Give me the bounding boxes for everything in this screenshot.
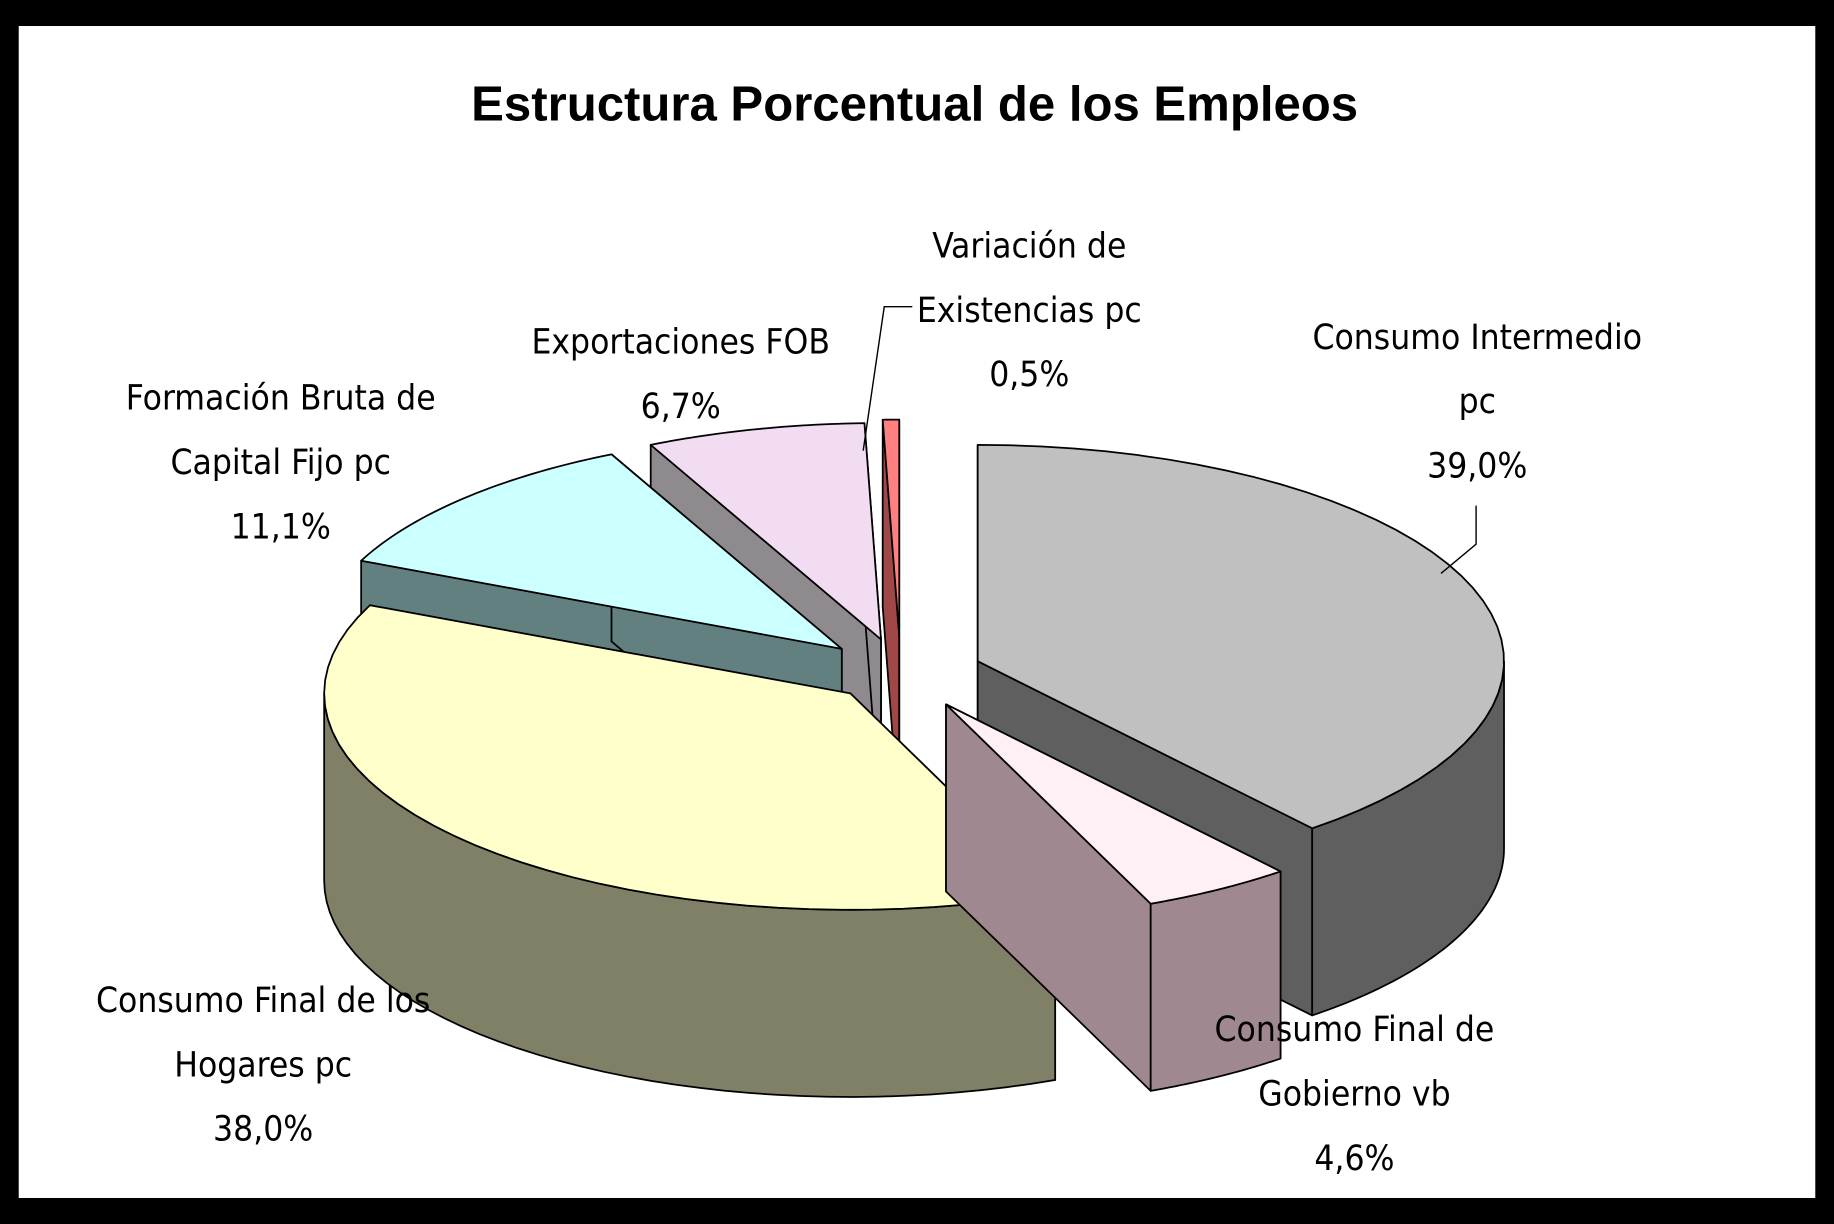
data-label-2: Consumo Final de los Hogares pc 38,0%: [96, 980, 430, 1150]
slice-label-text: Consumo Intermedio: [1312, 317, 1642, 358]
slice-label-text: Formación Bruta de: [126, 378, 436, 419]
slice-consumo-final-de: [945, 703, 1282, 1092]
slice-value-label: 38,0%: [213, 1109, 313, 1150]
slice-top: [881, 418, 901, 637]
slice-value-label: 6,7%: [641, 386, 721, 427]
slice-variaci-n-de: [881, 418, 901, 825]
slice-label-text: Gobierno vb: [1258, 1074, 1450, 1115]
data-label-4: Exportaciones FOB 6,7%: [531, 322, 830, 427]
slice-top: [323, 604, 1057, 911]
slice-label-text: Consumo Final de: [1215, 1009, 1495, 1050]
slice-label-text: Variación de: [932, 226, 1126, 267]
slice-top: [360, 453, 843, 650]
slice-label-text: Capital Fijo pc: [170, 442, 391, 483]
slice-value-label: 4,6%: [1314, 1138, 1394, 1179]
slice-value-label: 0,5%: [989, 354, 1069, 395]
slice-value-label: 39,0%: [1427, 445, 1527, 486]
leader-line-variacion: [862, 306, 913, 451]
slice-top: [945, 703, 1282, 905]
slice-label-text: pc: [1459, 381, 1496, 422]
slice-label-text: Consumo Final de los: [96, 980, 430, 1021]
slice-label-text: Hogares pc: [174, 1044, 352, 1085]
data-label-1: Consumo Final de Gobierno vb 4,6%: [1215, 1009, 1495, 1179]
slice-value-label: 11,1%: [231, 506, 331, 547]
data-label-5: Variación de Existencias pc 0,5%: [917, 226, 1142, 396]
data-label-0: Consumo Intermedio pc 39,0%: [1312, 317, 1642, 487]
chart-title: Estructura Porcentual de los Empleos: [471, 78, 1358, 132]
slice-top: [976, 443, 1505, 830]
data-label-3: Formación Bruta de Capital Fijo pc 11,1%: [126, 378, 436, 548]
slice-label-text: Exportaciones FOB: [531, 322, 830, 363]
slice-top: [649, 422, 882, 641]
slice-label-text: Existencias pc: [917, 290, 1142, 331]
leader-line-intermedio: [1440, 505, 1477, 574]
slice-outer-wall: [1149, 870, 1282, 1092]
